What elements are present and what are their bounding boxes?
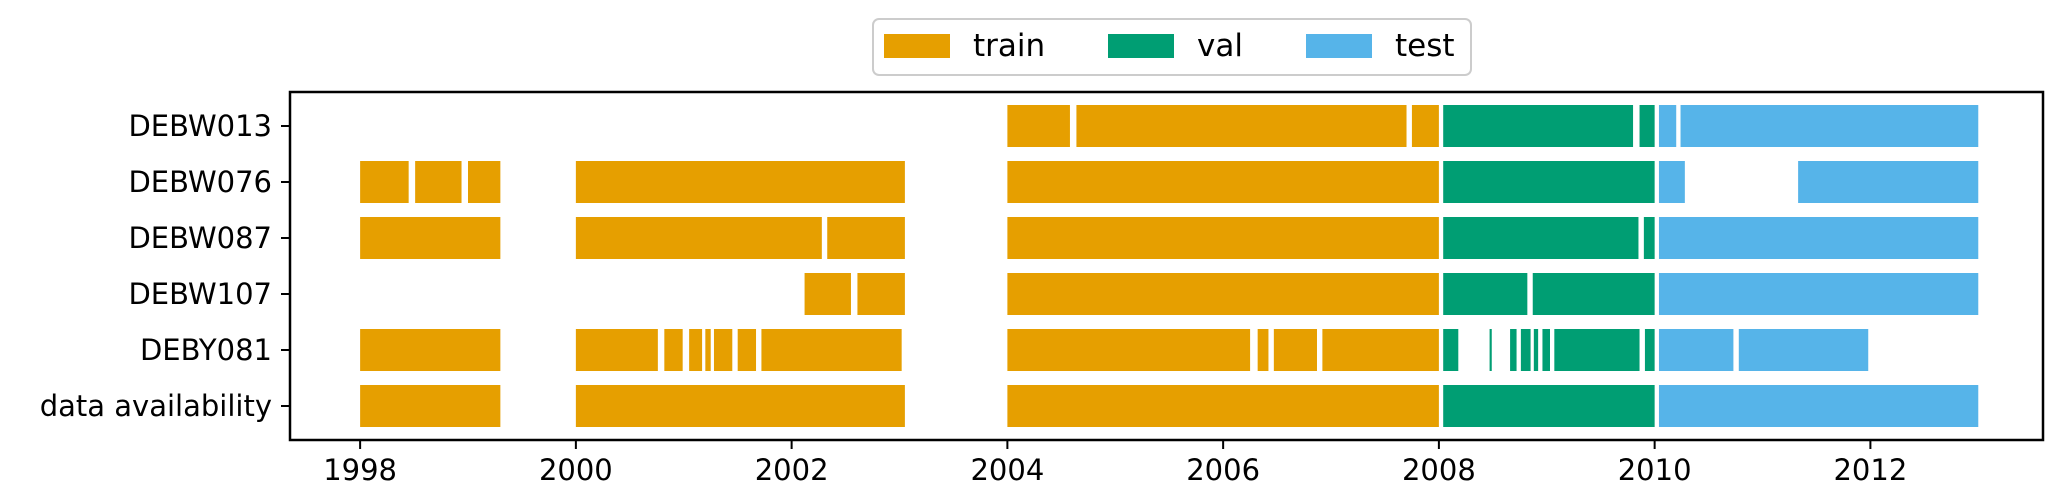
bar-segment-train	[360, 161, 409, 203]
legend-swatch-train	[884, 34, 950, 58]
bar-segment-train	[689, 329, 703, 371]
bar-segment-train	[1007, 161, 1439, 203]
bar-segment-test	[1658, 105, 1677, 147]
bar-segment-train	[1007, 329, 1251, 371]
bar-segment-test	[1738, 329, 1869, 371]
bar-segment-train	[360, 217, 501, 259]
legend-swatch-test	[1306, 34, 1372, 58]
bar-segment-val	[1554, 329, 1640, 371]
bar-segment-val	[1520, 329, 1531, 371]
bar-segment-val	[1639, 105, 1655, 147]
x-tick-label: 2000	[539, 453, 613, 487]
y-tick-label: DEBW076	[128, 165, 272, 199]
bar-segment-train	[737, 329, 757, 371]
bar-segment-train	[575, 329, 658, 371]
y-tick-labels: DEBW013 DEBW076 DEBW087 DEBW107 DEBY081 data …	[40, 109, 290, 423]
bar-segment-test	[1798, 161, 1979, 203]
legend: train val test	[872, 18, 1472, 76]
plot-frame	[288, 90, 2045, 442]
legend-swatch-val	[1108, 34, 1174, 58]
bar-segment-train	[360, 385, 501, 427]
x-tick-label: 2006	[1186, 453, 1260, 487]
bar-segment-val	[1643, 217, 1655, 259]
bar-segment-train	[415, 161, 462, 203]
bar-segment-val	[1532, 273, 1655, 315]
bar-segment-test	[1658, 273, 1979, 315]
legend-label-val: val	[1197, 28, 1243, 64]
bar-segment-train	[1007, 385, 1439, 427]
x-tick-label: 2002	[755, 453, 829, 487]
x-tick-label: 1998	[323, 453, 397, 487]
bar-segment-test	[1680, 105, 1979, 147]
bar-segment-train	[575, 161, 905, 203]
x-tick-label: 2008	[1402, 453, 1476, 487]
bar-segment-train	[827, 217, 905, 259]
bar-segment-train	[575, 217, 822, 259]
bar-segment-train	[804, 273, 851, 315]
bar-segment-val	[1489, 329, 1492, 371]
y-tick-label: DEBW013	[128, 109, 272, 143]
legend-label-train: train	[973, 28, 1045, 64]
bar-segment-train	[761, 329, 902, 371]
bar-segment-train	[664, 329, 683, 371]
x-tick-label: 2010	[1618, 453, 1692, 487]
bar-segment-test	[1658, 385, 1979, 427]
bar-segment-val	[1443, 273, 1528, 315]
bar-segment-train	[1007, 217, 1439, 259]
x-axis: 1998 2000 2002 2004 2006 2008 2010 2012	[323, 440, 1907, 487]
bar-segment-train	[857, 273, 905, 315]
bar-segment-val	[1542, 329, 1550, 371]
y-tick-label: DEBY081	[140, 333, 272, 367]
bar-segment-val	[1443, 161, 1655, 203]
bar-segment-val	[1443, 385, 1655, 427]
bar-segment-train	[1411, 105, 1439, 147]
bar-segment-train	[713, 329, 733, 371]
bar-segment-test	[1658, 161, 1685, 203]
bar-segment-train	[360, 329, 501, 371]
x-tick-label: 2004	[970, 453, 1044, 487]
bar-segment-train	[1076, 105, 1407, 147]
bar-segment-val	[1510, 329, 1517, 371]
bar-segment-test	[1658, 329, 1734, 371]
y-tick-label: data availability	[40, 389, 272, 423]
bar-segment-train	[1257, 329, 1269, 371]
bar-segment-train	[1322, 329, 1439, 371]
bar-segment-train	[468, 161, 501, 203]
bar-segment-train	[1273, 329, 1317, 371]
bar-segment-val	[1443, 329, 1459, 371]
bar-segment-val	[1443, 217, 1639, 259]
y-tick-label: DEBW087	[128, 221, 272, 255]
bar-segment-train	[1007, 105, 1070, 147]
bar-segment-test	[1658, 217, 1979, 259]
bar-segment-train	[705, 329, 711, 371]
bar-segment-val	[1533, 329, 1539, 371]
x-tick-label: 2012	[1833, 453, 1907, 487]
bar-segment-val	[1443, 105, 1634, 147]
bars-layer	[360, 105, 1979, 427]
legend-label-test: test	[1395, 28, 1455, 64]
bar-segment-train	[1007, 273, 1439, 315]
y-tick-label: DEBW107	[128, 277, 272, 311]
bar-segment-train	[575, 385, 905, 427]
bar-segment-val	[1644, 329, 1655, 371]
